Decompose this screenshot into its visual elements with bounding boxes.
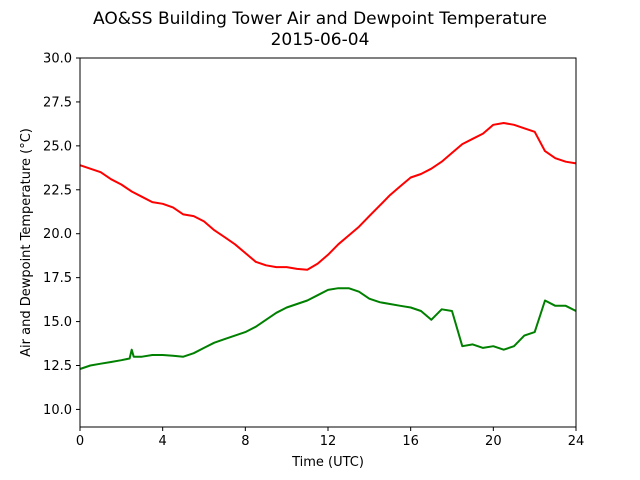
x-tick-label: 4 <box>159 434 167 449</box>
chart-subtitle: 2015-06-04 <box>271 30 370 50</box>
x-tick-label: 16 <box>402 434 419 449</box>
y-tick-label: 10.0 <box>43 403 72 418</box>
dewpoint-temperature-line <box>79 287 577 370</box>
tick-layer: 0 4 8 12 16 20 24 10.0 12.5 15.0 17.5 20.0 22.5 25.0 2… <box>43 52 584 450</box>
chart-title: AO&SS Building Tower Air and Dewpoint Te… <box>93 9 547 29</box>
x-tick-label: 0 <box>76 434 84 449</box>
x-tick-label: 12 <box>320 434 337 449</box>
y-tick-label: 30.0 <box>43 52 72 67</box>
y-tick-label: 12.5 <box>43 359 72 374</box>
series-layer <box>79 122 577 370</box>
air-temperature-line <box>79 122 577 271</box>
x-tick-label: 20 <box>485 434 502 449</box>
plot-frame <box>79 57 577 428</box>
y-axis-label: Air and Dewpoint Temperature (°C) <box>19 128 34 357</box>
x-tick-label: 24 <box>568 434 585 449</box>
x-axis-label: Time (UTC) <box>291 455 364 470</box>
x-tick-label: 8 <box>241 434 249 449</box>
y-tick-label: 27.5 <box>43 95 72 110</box>
y-tick-label: 15.0 <box>43 315 72 330</box>
y-tick-label: 20.0 <box>43 227 72 242</box>
y-tick-label: 25.0 <box>43 139 72 154</box>
y-tick-label: 17.5 <box>43 271 72 286</box>
y-tick-label: 22.5 <box>43 183 72 198</box>
